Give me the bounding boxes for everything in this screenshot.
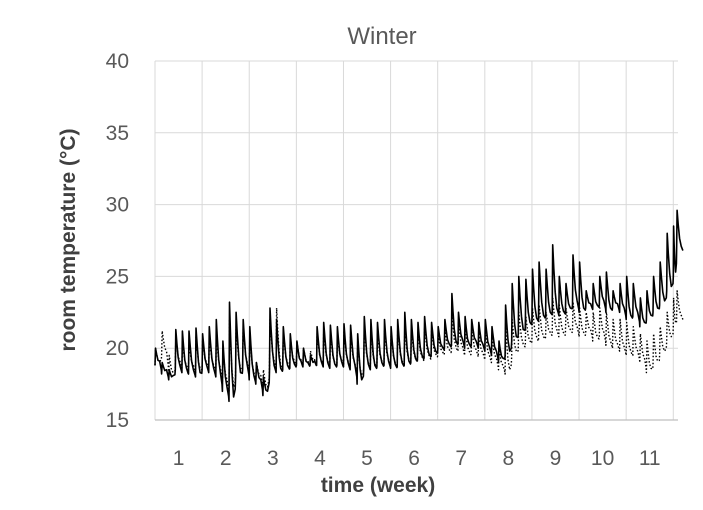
series-lines <box>154 209 684 403</box>
series-line-solid <box>154 209 684 403</box>
x-tick-label: 2 <box>220 447 232 470</box>
x-tick-label: 10 <box>591 447 614 470</box>
x-tick-label: 6 <box>408 447 420 470</box>
x-tick-label: 1 <box>173 447 185 470</box>
x-tick-label: 8 <box>503 447 515 470</box>
x-tick-label: 7 <box>455 447 467 470</box>
y-axis-tick-labels: 15 20 25 30 35 40 <box>106 50 129 432</box>
x-tick-label: 9 <box>550 447 562 470</box>
x-tick-label: 11 <box>639 447 661 470</box>
chart-title: Winter <box>347 23 416 50</box>
y-tick-label: 25 <box>106 265 129 288</box>
x-tick-label: 3 <box>267 447 279 470</box>
x-axis-title: time (week) <box>321 474 435 497</box>
y-tick-label: 30 <box>106 194 129 217</box>
x-tick-label: 5 <box>361 447 373 470</box>
y-tick-label: 20 <box>106 337 129 360</box>
x-tick-label: 4 <box>314 447 326 470</box>
x-axis-tick-labels: 1 2 3 4 5 6 7 8 9 10 11 <box>173 447 661 470</box>
y-tick-label: 35 <box>106 122 129 145</box>
y-axis-title: room temperature (°C) <box>57 128 80 351</box>
y-tick-label: 40 <box>106 50 129 73</box>
y-tick-label: 15 <box>106 409 129 432</box>
gridlines <box>154 60 678 421</box>
